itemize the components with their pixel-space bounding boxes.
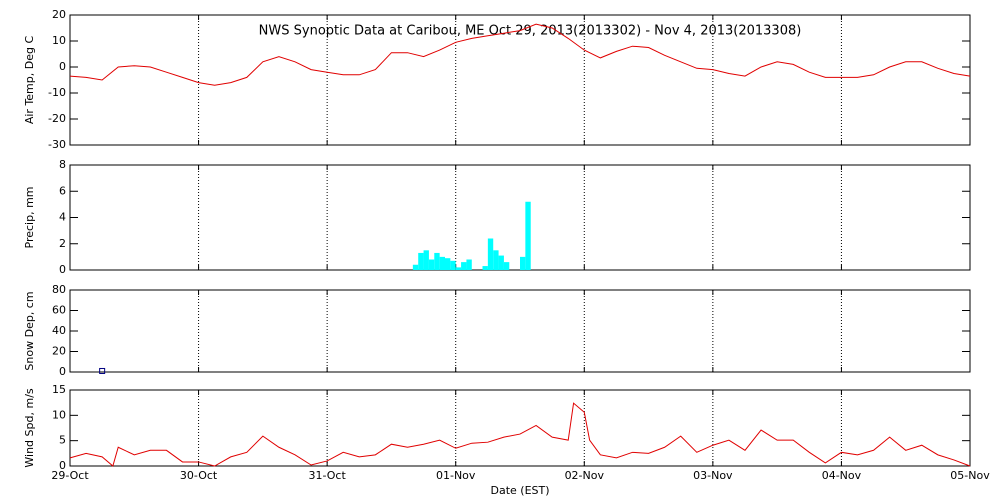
y-tick-label: 0 (59, 263, 66, 276)
bar (428, 259, 435, 270)
bar (525, 201, 531, 270)
data-line (69, 402, 971, 467)
y-tick-label: 8 (59, 158, 66, 171)
plot-frame (69, 289, 971, 373)
x-axis-label: Date (EST) (490, 484, 549, 497)
y-axis-label: Snow Dep, cm (23, 291, 36, 370)
y-tick-label: 20 (52, 345, 66, 358)
y-tick-label: -10 (48, 86, 66, 99)
x-tick-label: 02-Nov (565, 469, 605, 482)
bar (493, 250, 499, 270)
y-tick-label: 10 (52, 408, 66, 421)
chart-title: NWS Synoptic Data at Caribou, ME Oct 29,… (259, 24, 802, 39)
y-tick-label: 6 (59, 184, 66, 197)
y-tick-label: 60 (52, 304, 66, 317)
y-axis-label: Air Temp, Deg C (23, 36, 36, 125)
bar (445, 258, 451, 270)
bar (461, 262, 467, 270)
bar (503, 262, 510, 270)
y-tick-label: 5 (59, 434, 66, 447)
bar (482, 266, 488, 270)
y-tick-label: -30 (48, 138, 66, 151)
point (99, 367, 106, 374)
x-tick-label: 31-Oct (308, 469, 346, 482)
bar (487, 238, 494, 270)
y-axis-label: Wind Spd, m/s (23, 388, 36, 468)
y-tick-label: 0 (59, 459, 66, 472)
y-tick-label: 0 (59, 365, 66, 378)
y-tick-label: 80 (52, 283, 66, 296)
bar (439, 256, 445, 270)
y-tick-label: 2 (59, 237, 66, 250)
y-tick-label: 15 (52, 383, 66, 396)
x-tick-label: 01-Nov (436, 469, 476, 482)
x-tick-label: 04-Nov (822, 469, 862, 482)
bar (498, 255, 504, 270)
plot-frame (69, 14, 971, 146)
x-tick-label: 29-Oct (51, 469, 89, 482)
bar (423, 250, 429, 270)
y-axis-label: Precip, mm (23, 187, 36, 249)
x-tick-label: 05-Nov (950, 469, 990, 482)
bar (466, 259, 472, 270)
y-tick-label: 10 (52, 34, 66, 47)
bar (434, 252, 440, 270)
plot-frame (69, 389, 971, 467)
bar (455, 267, 462, 270)
bar (418, 252, 424, 270)
data-line (69, 23, 971, 86)
y-tick-label: 20 (52, 8, 66, 21)
x-tick-label: 30-Oct (180, 469, 218, 482)
y-tick-label: 4 (59, 211, 66, 224)
x-tick-label: 03-Nov (693, 469, 733, 482)
bar (450, 260, 456, 270)
y-tick-label: 40 (52, 324, 66, 337)
y-tick-label: 0 (59, 60, 66, 73)
bar (520, 256, 526, 270)
y-tick-label: -20 (48, 112, 66, 125)
bar (412, 264, 419, 270)
plot-frame (69, 164, 971, 271)
